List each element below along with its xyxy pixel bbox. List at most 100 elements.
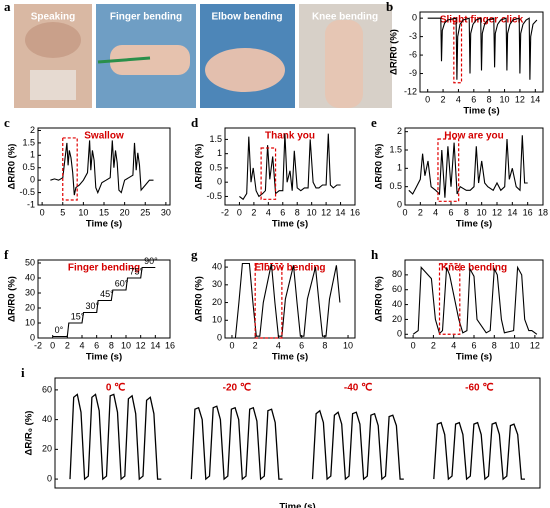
step-label: 60° [115, 278, 129, 288]
plot-frame [419, 11, 544, 93]
y-tick-label: 0.5 [389, 181, 402, 191]
y-tick-label: 1 [217, 148, 222, 158]
y-tick-label: 0.5 [22, 162, 35, 172]
x-axis-label: Time (s) [86, 352, 122, 363]
y-tick-label: 2 [30, 125, 35, 135]
x-tick-label: 14 [507, 207, 517, 217]
chart-title: Elbow bending [254, 263, 325, 274]
group-label: 0 ℃ [106, 383, 126, 394]
y-tick-label: 0 [30, 332, 35, 342]
highlight-box [260, 147, 277, 200]
x-tick-label: 12 [530, 340, 540, 350]
x-tick-label: 8 [464, 207, 469, 217]
plot-frame [224, 259, 356, 339]
y-tick-label: 1.5 [22, 137, 35, 147]
x-tick-label: 0 [40, 207, 45, 217]
x-tick-label: 4 [433, 207, 438, 217]
x-tick-label: 4 [276, 340, 281, 350]
y-tick-label: 60 [42, 384, 52, 394]
x-tick-label: 18 [538, 207, 548, 217]
y-tick-label: 10 [25, 317, 35, 327]
highlight-box [437, 138, 460, 202]
step-label: 45° [100, 289, 114, 299]
y-tick-label: 40 [392, 299, 402, 309]
x-tick-label: 16 [165, 340, 175, 350]
chart-title: Finger bending [68, 263, 140, 274]
photo-detail [110, 45, 190, 75]
x-tick-label: 2 [251, 207, 256, 217]
y-axis-label: ΔR/R0 (%) [374, 276, 385, 322]
x-tick-label: 8 [487, 94, 492, 104]
x-tick-label: 6 [471, 340, 476, 350]
x-axis-label: Time (s) [279, 502, 315, 508]
x-tick-label: -2 [221, 207, 229, 217]
x-tick-label: 14 [150, 340, 160, 350]
step-label: 15° [71, 311, 85, 321]
x-tick-label: 10 [500, 94, 510, 104]
x-tick-label: 0 [425, 94, 430, 104]
x-tick-label: 12 [515, 94, 525, 104]
x-tick-label: 6 [94, 340, 99, 350]
x-tick-label: 0 [50, 340, 55, 350]
group-label: -40 ℃ [344, 383, 372, 394]
data-line [239, 133, 341, 201]
x-tick-label: 0 [402, 207, 407, 217]
plot-frame [37, 259, 171, 339]
y-tick-label: 40 [42, 414, 52, 424]
y-axis-label: ΔR/R0 (%) [7, 144, 18, 190]
data-line [433, 421, 525, 481]
x-tick-label: 12 [492, 207, 502, 217]
y-tick-label: 0 [30, 175, 35, 185]
y-tick-label: 20 [212, 297, 222, 307]
x-tick-label: 4 [451, 340, 456, 350]
x-tick-label: 2 [65, 340, 70, 350]
chart-title: Swallow [84, 131, 124, 142]
x-tick-label: 10 [343, 340, 353, 350]
y-tick-label: -3 [409, 31, 417, 41]
y-axis-label: ΔR/R0 (%) [374, 144, 385, 190]
x-tick-label: 8 [295, 207, 300, 217]
chart-title: Slight finger click [440, 15, 524, 26]
x-tick-label: 8 [322, 340, 327, 350]
y-tick-label: 20 [25, 302, 35, 312]
panel-label: b [386, 0, 393, 14]
y-tick-label: 0 [217, 332, 222, 342]
plot-frame [404, 127, 544, 206]
y-tick-label: 60 [392, 284, 402, 294]
x-tick-label: 12 [136, 340, 146, 350]
y-tick-label: 80 [392, 269, 402, 279]
step-label: 30° [85, 301, 99, 311]
y-tick-label: 40 [25, 272, 35, 282]
x-tick-label: 4 [79, 340, 84, 350]
chart-title: How are you [444, 131, 503, 142]
y-tick-label: 0 [397, 329, 402, 339]
y-tick-label: -12 [404, 86, 417, 96]
x-tick-label: 8 [109, 340, 114, 350]
x-tick-label: 14 [336, 207, 346, 217]
panel-label: a [4, 0, 11, 14]
highlight-box [254, 262, 283, 339]
y-tick-label: 20 [42, 444, 52, 454]
data-line [427, 17, 538, 80]
x-tick-label: 5 [60, 207, 65, 217]
y-tick-label: 0 [412, 13, 417, 23]
y-tick-label: 30 [212, 279, 222, 289]
x-tick-label: 30 [161, 207, 171, 217]
y-tick-label: 0 [397, 199, 402, 209]
panel-label: c [4, 115, 10, 130]
x-tick-label: -2 [34, 340, 42, 350]
y-tick-label: 20 [392, 314, 402, 324]
x-axis-label: Time (s) [456, 219, 492, 230]
x-tick-label: 4 [456, 94, 461, 104]
step-label: 75° [129, 266, 143, 276]
y-tick-label: 1.5 [209, 134, 222, 144]
y-axis-label: ΔR/R0 (%) [389, 29, 400, 75]
data-line [50, 140, 154, 196]
panel-label: h [371, 247, 379, 262]
x-axis-label: Time (s) [272, 352, 308, 363]
x-tick-label: 10 [477, 207, 487, 217]
y-axis-label: ΔR/R0 (%) [7, 276, 18, 322]
x-tick-label: 16 [523, 207, 533, 217]
x-tick-label: 2 [253, 340, 258, 350]
